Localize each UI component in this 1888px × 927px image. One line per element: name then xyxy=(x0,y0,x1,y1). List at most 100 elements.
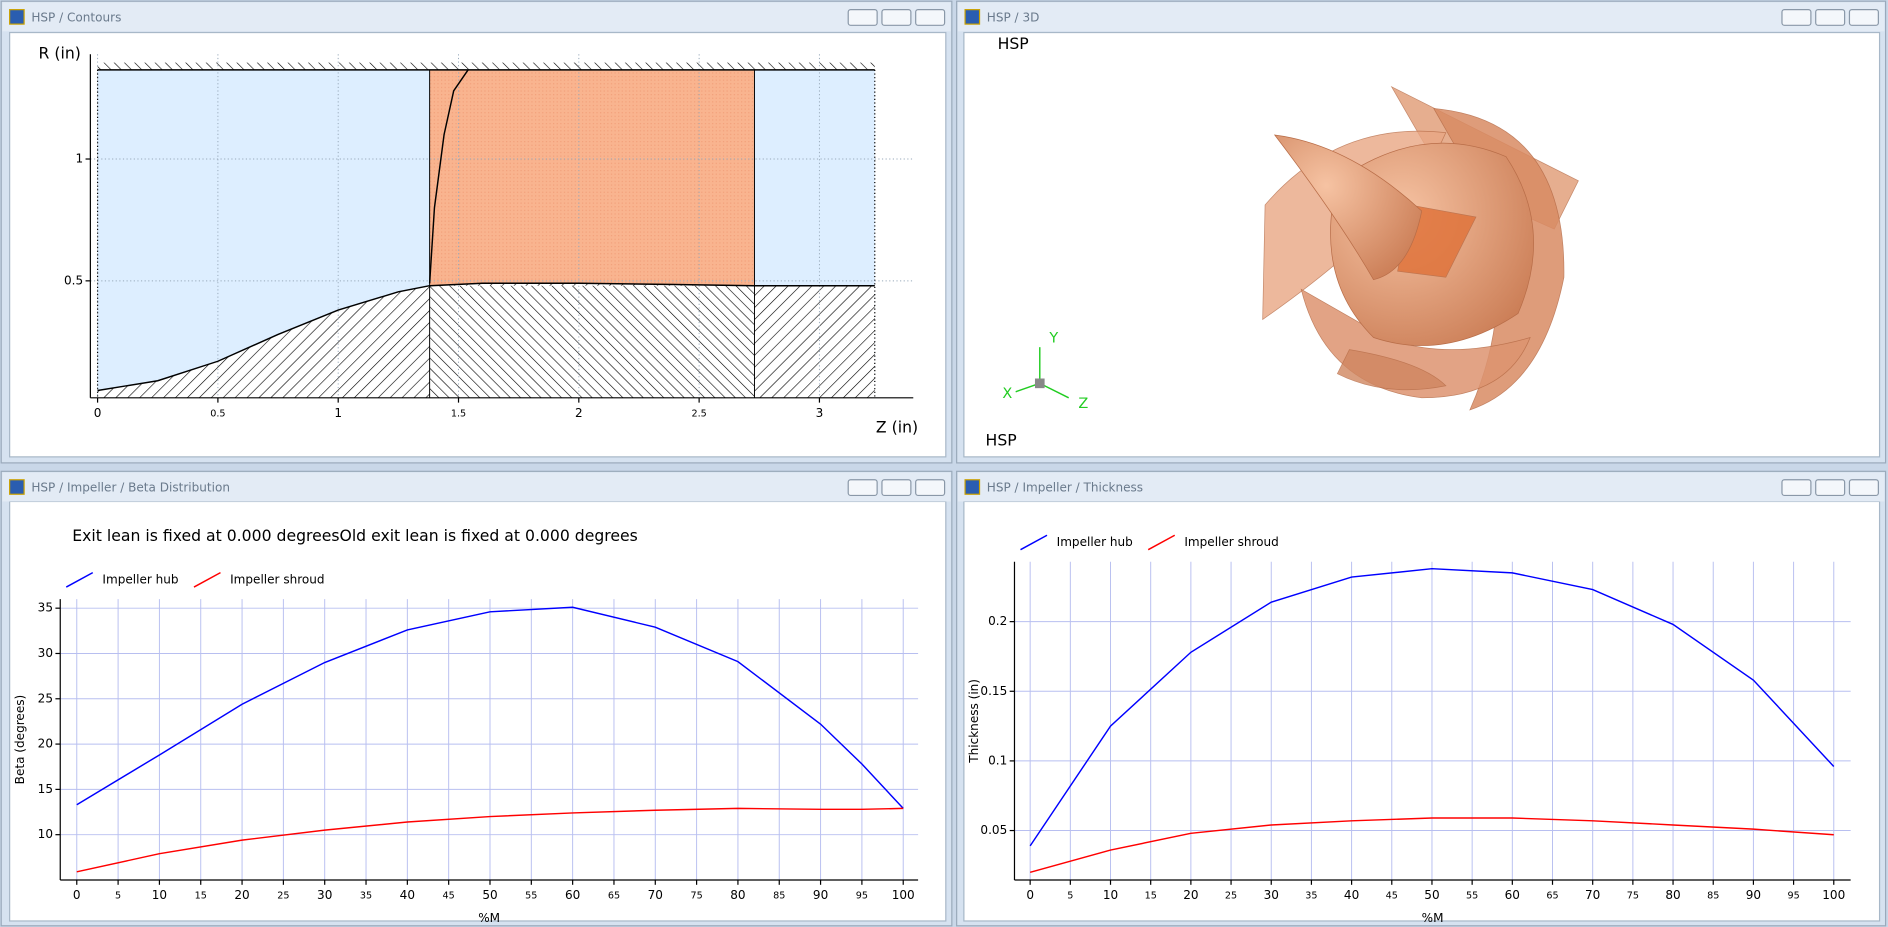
x-tick-label: 100 xyxy=(892,888,915,902)
x-tick-label: 3 xyxy=(816,406,824,420)
maximize-button[interactable] xyxy=(1815,9,1846,26)
x-tick-label: 40 xyxy=(400,888,415,902)
x-tick-label: 75 xyxy=(690,891,702,902)
title-bar xyxy=(2,2,951,32)
window-title: HSP / Contours xyxy=(31,11,121,25)
x-tick-label: 45 xyxy=(443,891,455,902)
x-tick-label: 0 xyxy=(94,406,102,420)
minimize-button[interactable] xyxy=(1781,479,1812,497)
chart: 0 5 10 15 20 25 30 35 40 45 50 55 60 65 70 75 80 85 90 95 10… xyxy=(13,526,919,925)
y-tick-label: 0.15 xyxy=(980,684,1007,698)
window-title: HSP / 3D xyxy=(987,11,1040,25)
x-tick-label: 1.5 xyxy=(451,408,466,419)
x-tick-label: 80 xyxy=(730,888,745,902)
close-button[interactable] xyxy=(915,479,946,497)
x-tick-label: 70 xyxy=(648,888,663,902)
x-tick-label: 0 xyxy=(73,888,81,902)
x-tick-label: 5 xyxy=(115,891,121,902)
maximize-button[interactable] xyxy=(881,479,912,497)
x-tick-label: 65 xyxy=(1546,891,1558,902)
series-line xyxy=(428,69,469,284)
x-tick-label: 60 xyxy=(565,888,580,902)
y-tick-label: 20 xyxy=(38,737,53,751)
x-tick-label: 10 xyxy=(1103,888,1118,902)
x-tick-label: 1 xyxy=(334,406,342,420)
x-tick-label: 60 xyxy=(1505,888,1520,902)
x-tick-label: 55 xyxy=(525,891,537,902)
legend-label: Impeller shroud xyxy=(1184,535,1278,549)
x-tick-label: 45 xyxy=(1386,891,1398,902)
legend-label: Impeller hub xyxy=(1057,535,1133,549)
x-tick-label: 95 xyxy=(1787,891,1799,902)
y-tick-label: 0.5 xyxy=(64,273,83,287)
window-icon xyxy=(964,479,981,495)
maximize-button[interactable] xyxy=(1815,479,1846,497)
x-axis-label: Z (in) xyxy=(876,417,918,436)
x-axis-label: %M xyxy=(478,911,500,925)
x-tick-label: 70 xyxy=(1585,888,1600,902)
series-line xyxy=(97,282,875,392)
axis-triad xyxy=(1015,347,1070,399)
view-label: HSP xyxy=(998,34,1029,53)
y-tick-label: 0.1 xyxy=(988,753,1007,767)
axis-letter: Y xyxy=(1048,331,1058,347)
series-line xyxy=(1029,567,1835,847)
close-button[interactable] xyxy=(1848,9,1879,26)
axis-letter: X xyxy=(1002,386,1012,402)
x-tick-label: 55 xyxy=(1466,891,1478,902)
close-button[interactable] xyxy=(1848,479,1879,497)
chart: 0 0.5 1 1.5 2 2.5 3 0.5 1 Z (in) R (in) xyxy=(39,44,919,437)
maximize-button[interactable] xyxy=(881,9,912,26)
x-tick-label: 90 xyxy=(1746,888,1761,902)
x-tick-label: 65 xyxy=(608,891,620,902)
series-line xyxy=(1029,817,1834,874)
x-tick-label: 75 xyxy=(1627,891,1639,902)
window-icon xyxy=(964,9,981,25)
x-tick-label: 20 xyxy=(1183,888,1198,902)
legend-label: Impeller shroud xyxy=(230,572,324,586)
y-tick-label: 15 xyxy=(38,782,53,796)
x-tick-label: 35 xyxy=(1305,891,1317,902)
window-icon xyxy=(9,479,25,495)
series-line xyxy=(76,807,904,873)
close-button[interactable] xyxy=(915,9,946,26)
x-tick-label: 90 xyxy=(813,888,828,902)
minimize-button[interactable] xyxy=(1781,9,1812,26)
legend-swatch xyxy=(65,571,94,588)
window-title: HSP / Impeller / Thickness xyxy=(987,481,1143,495)
minimize-button[interactable] xyxy=(847,9,878,26)
x-tick-label: 2 xyxy=(575,406,583,420)
x-tick-label: 80 xyxy=(1665,888,1680,902)
chart: 0 5 10 15 20 25 30 35 40 45 50 55 60 65 70 75 80 85 90 95 10… xyxy=(967,534,1851,925)
y-axis-label: Beta (degrees) xyxy=(13,695,27,785)
x-tick-label: 25 xyxy=(1225,891,1237,902)
chart-title: Exit lean is fixed at 0.000 degreesOld e… xyxy=(72,526,638,545)
impeller-hub-hatch xyxy=(429,285,755,398)
series-line xyxy=(76,606,904,809)
x-tick-label: 5 xyxy=(1067,891,1073,902)
title-bar xyxy=(2,472,951,502)
x-tick-label: 40 xyxy=(1344,888,1359,902)
x-axis-label: %M xyxy=(1422,911,1444,925)
minimize-button[interactable] xyxy=(847,479,878,497)
casing-hatch xyxy=(97,62,875,70)
y-tick-label: 0.2 xyxy=(988,614,1007,628)
y-tick-label: 10 xyxy=(38,827,53,841)
x-tick-label: 50 xyxy=(1424,888,1439,902)
y-tick-label: 0.05 xyxy=(980,823,1007,837)
legend-swatch xyxy=(1020,534,1048,551)
x-tick-label: 20 xyxy=(234,888,249,902)
x-tick-label: 35 xyxy=(360,891,372,902)
x-tick-label: 85 xyxy=(773,891,785,902)
y-tick-label: 25 xyxy=(38,691,53,705)
legend-label: Impeller hub xyxy=(102,572,178,586)
title-bar xyxy=(957,472,1885,502)
x-tick-label: 85 xyxy=(1707,891,1719,902)
y-axis-label: R (in) xyxy=(39,44,81,63)
x-tick-label: 25 xyxy=(277,891,289,902)
legend-swatch xyxy=(1147,534,1176,551)
x-tick-label: 0.5 xyxy=(210,408,225,419)
x-tick-label: 15 xyxy=(1145,891,1157,902)
